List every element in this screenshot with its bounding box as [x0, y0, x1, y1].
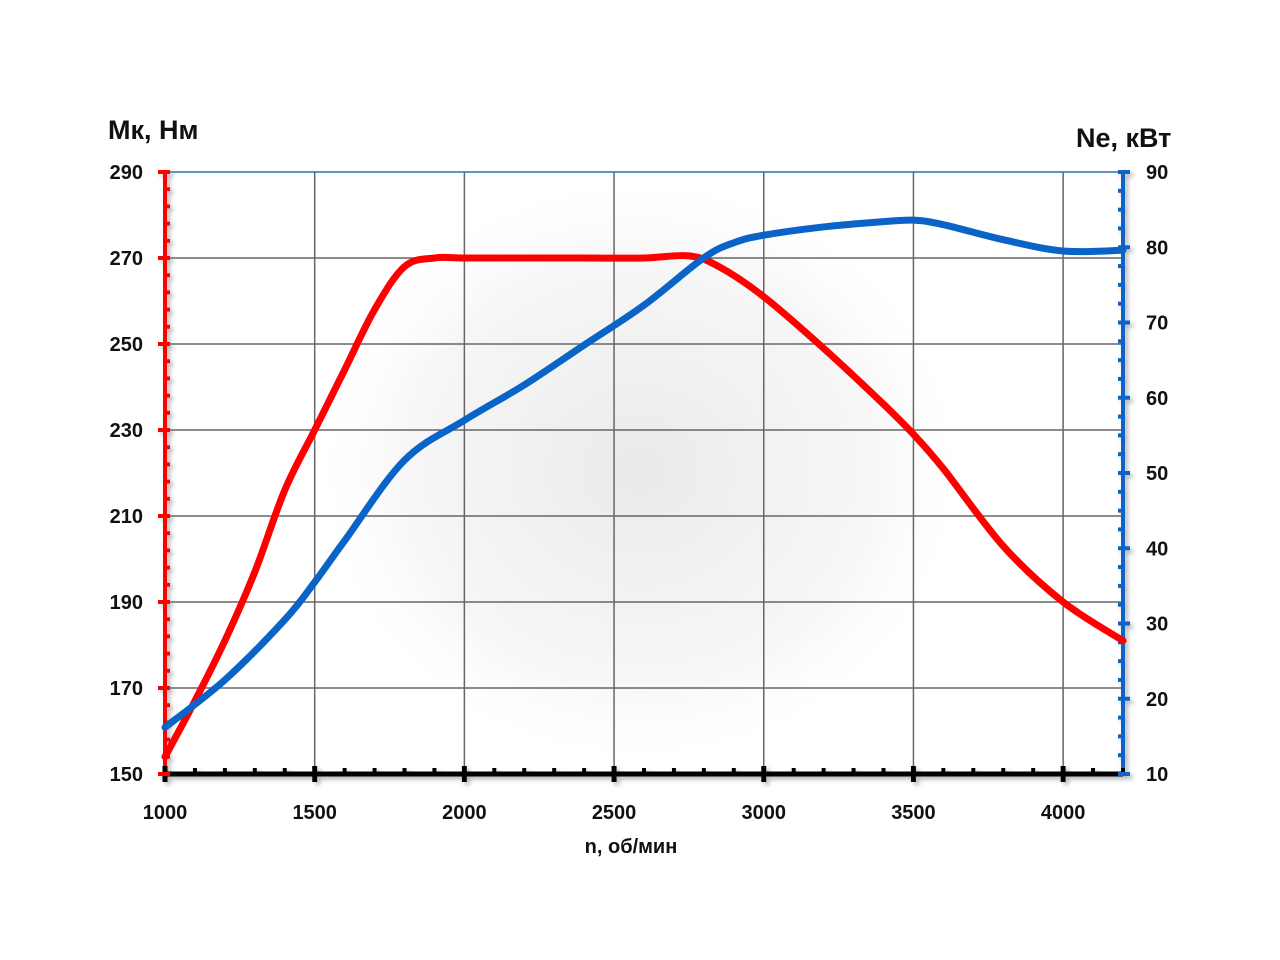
y-right-tick-label: 50 [1146, 463, 1168, 485]
y-left-tick-label: 290 [110, 162, 143, 184]
x-tick-label: 1000 [143, 802, 188, 824]
y-right-tick-label: 60 [1146, 388, 1168, 410]
grid [165, 171, 1123, 775]
y-right-tick-label: 70 [1146, 313, 1168, 335]
power-line [161, 216, 1127, 731]
x-tick-label: 2000 [442, 802, 487, 824]
tick-labels: 1000 1500 2000 2500 3000 3500 4000 150 170 190 210… [110, 162, 1169, 824]
y-left-tick-label: 150 [110, 764, 143, 786]
axes [158, 170, 1130, 782]
x-tick-label: 3000 [742, 802, 787, 824]
y-right-axis-title: Ne, кВт [1076, 123, 1171, 153]
y-right-tick-label: 10 [1146, 764, 1168, 786]
y-left-tick-label: 170 [110, 678, 143, 700]
y-left-tick-label: 210 [110, 506, 143, 528]
x-tick-label: 2500 [592, 802, 637, 824]
y-left-tick-label: 230 [110, 420, 143, 442]
x-axis-title: n, об/мин [585, 836, 678, 858]
y-left-tick-label: 190 [110, 592, 143, 614]
y-left-tick-label: 250 [110, 334, 143, 356]
engine-background-image [310, 170, 970, 770]
x-tick-label: 3500 [891, 802, 936, 824]
y-right-tick-label: 20 [1146, 689, 1168, 711]
x-tick-label: 4000 [1041, 802, 1086, 824]
y-right-tick-label: 40 [1146, 538, 1168, 560]
y-right-tick-label: 30 [1146, 614, 1168, 636]
y-right-tick-label: 90 [1146, 162, 1168, 184]
y-left-tick-label: 270 [110, 248, 143, 270]
y-right-tick-label: 80 [1146, 237, 1168, 259]
y-left-axis-title: Мк, Нм [108, 115, 198, 145]
x-tick-label: 1500 [292, 802, 337, 824]
axis-group [158, 170, 1130, 782]
torque-line [161, 252, 1127, 761]
series-lines [161, 216, 1127, 761]
